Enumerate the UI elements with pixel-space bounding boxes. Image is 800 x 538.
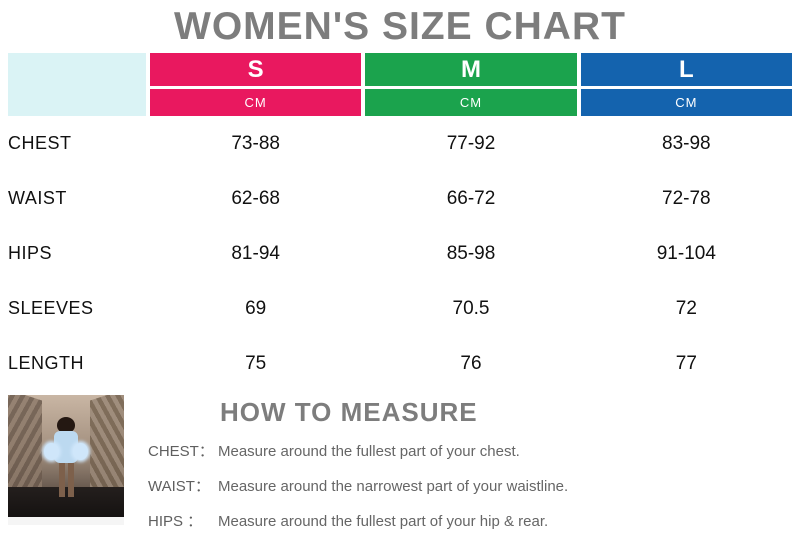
measure-line-hips: HIPS ： Measure around the fullest part of… <box>148 510 792 531</box>
person-sleeve-right-decoration <box>73 443 88 460</box>
how-to-measure-section: HOW TO MEASURE CHEST： Measure around the … <box>8 395 792 538</box>
unit-cell-l: CM <box>580 89 792 116</box>
person-hair-decoration <box>57 417 75 433</box>
how-to-measure-title: HOW TO MEASURE <box>220 397 478 427</box>
unit-cell-s: CM <box>150 89 362 116</box>
measure-label-waist: WAIST： <box>148 478 210 495</box>
row-label-waist: WAIST <box>8 188 67 208</box>
cell-chest-s: 73-88 <box>231 132 280 154</box>
cell-chest-m: 77-92 <box>446 132 496 154</box>
row-label-chest: CHEST <box>8 133 72 153</box>
measure-line-waist: WAIST： Measure around the narrowest part … <box>148 475 792 496</box>
row-label-sleeves: SLEEVES <box>8 298 94 318</box>
measure-label-chest: CHEST： <box>148 443 214 460</box>
photo-floor-decoration <box>8 487 124 517</box>
measure-label-hips: HIPS ： <box>148 513 203 530</box>
photo-bottom-strip <box>8 517 124 525</box>
measure-instructions: HOW TO MEASURE CHEST： Measure around the … <box>124 395 792 538</box>
cell-hips-l: 91-104 <box>656 242 716 264</box>
cell-waist-l: 72-78 <box>662 187 711 209</box>
size-table-header: S M L CM CM CM <box>8 53 792 116</box>
row-label-length: LENGTH <box>8 353 85 373</box>
cell-hips-s: 81-94 <box>231 242 280 264</box>
cell-sleeves-s: 69 <box>245 297 267 319</box>
unit-cell-m: CM <box>365 89 577 116</box>
cell-sleeves-m: 70.5 <box>452 297 490 319</box>
cell-chest-l: 83-98 <box>662 132 711 154</box>
column-header-s: S <box>150 53 362 86</box>
measure-desc-chest: Measure around the fullest part of your … <box>218 443 520 460</box>
table-corner-cell <box>8 53 146 116</box>
row-label-hips: HIPS <box>8 243 53 263</box>
size-table-body: CHEST 73-88 77-92 83-98 WAIST 62-68 66-7… <box>8 116 792 391</box>
cell-sleeves-l: 72 <box>675 297 697 319</box>
product-photo <box>8 395 124 525</box>
cell-waist-m: 66-72 <box>446 187 496 209</box>
cell-length-l: 77 <box>675 352 697 374</box>
measure-desc-hips: Measure around the fullest part of your … <box>218 513 549 530</box>
cell-waist-s: 62-68 <box>231 187 280 209</box>
person-sleeve-left-decoration <box>44 443 59 460</box>
person-leg-right-decoration <box>68 463 74 497</box>
column-header-m: M <box>365 53 577 86</box>
person-leg-left-decoration <box>59 463 65 497</box>
measure-line-chest: CHEST： Measure around the fullest part of… <box>148 440 792 461</box>
cell-hips-m: 85-98 <box>446 242 496 264</box>
page-title: WOMEN'S SIZE CHART <box>174 5 626 48</box>
cell-length-m: 76 <box>460 352 482 374</box>
cell-length-s: 75 <box>245 352 267 374</box>
column-header-l: L <box>580 53 792 86</box>
size-table: S M L CM CM CM CHEST 73-88 77-92 83-98 W… <box>8 53 792 391</box>
measure-desc-waist: Measure around the narrowest part of you… <box>218 478 569 495</box>
